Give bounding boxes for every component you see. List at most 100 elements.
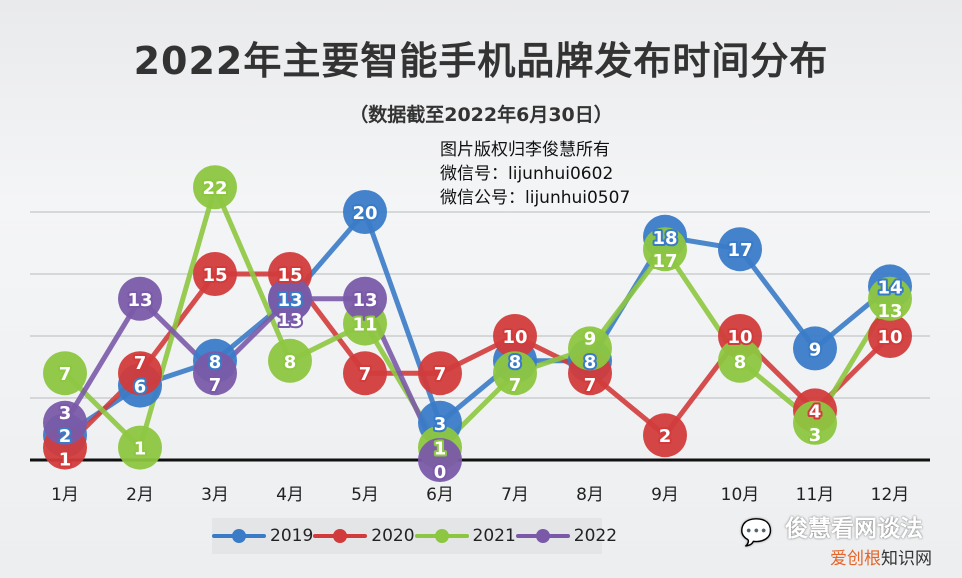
x-tick-label: 7月 — [501, 485, 529, 505]
legend-label: 2021 — [472, 526, 516, 546]
data-label-2021: 9 — [584, 328, 597, 349]
x-tick-label: 3月 — [201, 485, 229, 505]
legend-item-2021: 2021 — [414, 526, 516, 546]
data-label-2019: 8 — [509, 352, 522, 373]
data-label-2019: 8 — [584, 352, 597, 373]
legend-item-2020: 2020 — [313, 526, 415, 546]
x-tick-label: 10月 — [721, 485, 760, 505]
chart-title: 2022年主要智能手机品牌发布时间分布 — [133, 39, 829, 83]
data-point-2021 — [493, 351, 537, 396]
data-label-2020: 10 — [727, 327, 752, 348]
data-label-2020: 15 — [202, 265, 227, 286]
data-label-2019: 20 — [352, 203, 377, 224]
data-point-2021 — [568, 326, 612, 371]
watermark-copyright: 图片版权归李俊慧所有 — [440, 140, 610, 160]
legend-item-2019: 2019 — [212, 526, 313, 546]
data-label-2019: 8 — [209, 352, 222, 373]
x-tick-label: 1月 — [51, 485, 79, 505]
x-tick-label: 8月 — [576, 485, 604, 505]
data-point-2022 — [193, 351, 237, 396]
data-label-2020: 10 — [502, 327, 527, 348]
data-point-2020 — [118, 351, 162, 396]
series-line-2020 — [63, 271, 892, 450]
legend-item-2022: 2022 — [515, 526, 618, 546]
legend-marker — [515, 529, 570, 543]
data-label-2020: 10 — [877, 327, 902, 348]
x-tick-label: 2月 — [126, 485, 154, 505]
watermark-wechat-id: 微信号：lijunhui0602 — [440, 164, 614, 184]
data-label-2021: 1 — [134, 439, 147, 460]
data-point-2019 — [718, 227, 762, 272]
chart-subtitle: （数据截至2022年6月30日） — [349, 104, 613, 126]
data-point-2020 — [643, 413, 687, 458]
data-point-2020 — [418, 351, 462, 396]
data-label-2019: 17 — [727, 240, 752, 261]
data-point-2021 — [118, 425, 162, 470]
legend-label: 2019 — [270, 526, 314, 546]
data-point-2022 — [268, 276, 312, 321]
site-name-b: 知识网 — [881, 549, 932, 569]
data-label-2021: 7 — [509, 375, 522, 396]
data-label-2020: 7 — [359, 364, 372, 385]
data-label-2021: 8 — [284, 352, 297, 373]
data-label-2022: 13 — [277, 310, 302, 331]
data-point-2021 — [268, 338, 312, 383]
data-label-2019: 6 — [134, 377, 147, 398]
data-label-2020: 7 — [584, 375, 597, 396]
data-point-2022 — [118, 276, 162, 321]
legend-marker — [212, 529, 266, 543]
x-tick-label: 11月 — [796, 485, 835, 505]
data-point-2020 — [868, 314, 912, 358]
brand-watermark: 俊慧看网谈法 — [785, 516, 923, 542]
series-line-2019 — [63, 207, 892, 438]
data-label-2019: 14 — [877, 277, 902, 298]
data-label-2020: 2 — [659, 426, 672, 447]
data-label-2019: 13 — [277, 290, 302, 311]
legend-label: 2020 — [371, 526, 415, 546]
data-label-2021: 13 — [877, 301, 902, 322]
data-point-2021 — [793, 400, 837, 445]
x-tick-label: 4月 — [276, 485, 304, 505]
data-label-2021: 8 — [734, 352, 747, 373]
data-label-2019: 18 — [652, 228, 677, 249]
data-point-2019 — [793, 326, 837, 371]
data-point-2021 — [43, 351, 87, 396]
data-label-2019: 2 — [59, 426, 72, 447]
data-point-2021 — [718, 338, 762, 383]
data-point-2021 — [643, 227, 687, 272]
data-point-2020 — [343, 351, 387, 396]
data-point-2022 — [418, 438, 462, 482]
data-label-2020: 4 — [809, 401, 822, 422]
legend: 2019 2020 2021 2022 — [212, 518, 617, 554]
data-label-2022: 13 — [127, 290, 152, 311]
data-point-2021 — [193, 165, 237, 210]
legend-marker — [414, 529, 469, 543]
data-label-2019: 3 — [434, 414, 447, 435]
series-line-2021 — [63, 179, 893, 453]
watermark-wechat-account: 微信公号：lijunhui0507 — [440, 188, 631, 208]
data-label-2021: 3 — [809, 425, 822, 446]
data-label-2022: 13 — [352, 290, 377, 311]
data-label-2020: 15 — [277, 265, 302, 286]
data-label-2022: 7 — [209, 375, 222, 396]
data-label-2021: 7 — [59, 364, 72, 385]
legend-label: 2022 — [573, 526, 618, 546]
data-point-2020 — [493, 314, 537, 358]
data-label-2021: 11 — [352, 315, 377, 336]
data-point-2020 — [193, 252, 237, 296]
data-point-2019 — [343, 190, 387, 234]
legend-marker — [313, 529, 368, 543]
site-name-a: 爱创根 — [830, 549, 881, 569]
x-tick-label: 5月 — [351, 485, 379, 505]
data-label-2022: 0 — [434, 462, 447, 483]
data-label-2020: 1 — [59, 450, 72, 471]
data-point-2022 — [343, 276, 387, 321]
x-tick-label: 6月 — [426, 485, 454, 505]
data-point-2022 — [43, 400, 87, 445]
data-label-2020: 7 — [434, 364, 447, 385]
data-point-2021 — [868, 276, 912, 321]
x-tick-label: 12月 — [871, 485, 910, 505]
data-label-2021: 22 — [202, 178, 227, 199]
data-label-2019: 9 — [809, 339, 822, 360]
